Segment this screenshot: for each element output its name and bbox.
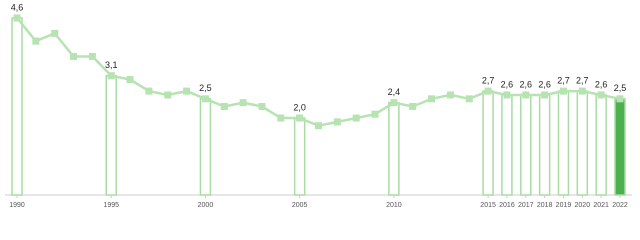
x-tick-label: 2021 <box>593 202 609 209</box>
point <box>70 52 78 60</box>
point <box>201 95 209 103</box>
bar <box>557 90 570 196</box>
point <box>333 118 341 126</box>
x-tick-label: 2022 <box>612 202 628 209</box>
point <box>371 110 379 118</box>
bar <box>538 94 551 196</box>
point <box>13 14 21 22</box>
point <box>107 72 115 80</box>
value-label: 4,6 <box>11 2 24 12</box>
point <box>578 87 586 95</box>
point <box>32 37 40 45</box>
chart: 4,6 3,1 2,5 2,0 2,4 2,7 2,6 2,6 2,6 2,7 2,7 2,6 2,5 1… <box>5 2 632 209</box>
point <box>559 87 567 95</box>
x-tick-label: 1990 <box>9 202 25 209</box>
value-label: 2,6 <box>501 79 514 89</box>
x-tick-label: 2010 <box>386 202 402 209</box>
point <box>428 95 436 103</box>
point <box>541 91 549 99</box>
x-tick-label: 2018 <box>537 202 553 209</box>
bar <box>576 90 589 196</box>
x-tick-label: 2016 <box>499 202 515 209</box>
bar <box>105 74 117 196</box>
bar <box>293 117 306 196</box>
x-tick-label: 2020 <box>575 202 591 209</box>
point <box>183 87 191 95</box>
point <box>164 91 172 99</box>
point <box>522 91 530 99</box>
value-label: 2,7 <box>576 75 589 85</box>
bar <box>388 101 400 196</box>
value-label: 2,5 <box>199 83 212 93</box>
point <box>277 114 285 122</box>
point <box>145 87 153 95</box>
point <box>446 91 454 99</box>
point <box>352 114 360 122</box>
value-label: 2,6 <box>520 79 533 89</box>
point <box>597 91 605 99</box>
bar <box>614 98 626 196</box>
x-tick-label: 2015 <box>480 202 496 209</box>
point <box>239 99 247 107</box>
point <box>409 103 417 110</box>
point <box>315 122 322 130</box>
bar <box>11 17 23 196</box>
bar <box>199 98 212 196</box>
value-label: 2,6 <box>595 79 608 89</box>
point <box>616 95 624 103</box>
point <box>88 52 96 60</box>
point <box>258 103 266 110</box>
x-tick-label: 1995 <box>103 202 119 209</box>
point <box>484 87 492 95</box>
value-label: 2,5 <box>614 83 627 93</box>
point <box>51 29 59 37</box>
point <box>465 95 473 103</box>
bar <box>501 94 513 196</box>
bar <box>520 94 532 196</box>
value-label: 2,7 <box>482 75 495 85</box>
x-tick-label: 2019 <box>556 202 572 209</box>
point <box>503 91 511 99</box>
x-tick-label: 2017 <box>518 202 534 209</box>
point <box>220 103 228 110</box>
value-label: 2,6 <box>538 79 551 89</box>
point <box>296 114 304 122</box>
value-label: 2,0 <box>293 102 306 112</box>
bar <box>482 90 494 196</box>
point <box>126 76 134 84</box>
value-label: 2,4 <box>388 87 401 97</box>
value-label: 3,1 <box>105 60 118 70</box>
point <box>390 99 398 107</box>
value-label: 2,7 <box>557 75 570 85</box>
x-tick-label: 2000 <box>198 202 214 209</box>
x-tick-label: 2005 <box>292 202 308 209</box>
bar <box>595 94 607 196</box>
